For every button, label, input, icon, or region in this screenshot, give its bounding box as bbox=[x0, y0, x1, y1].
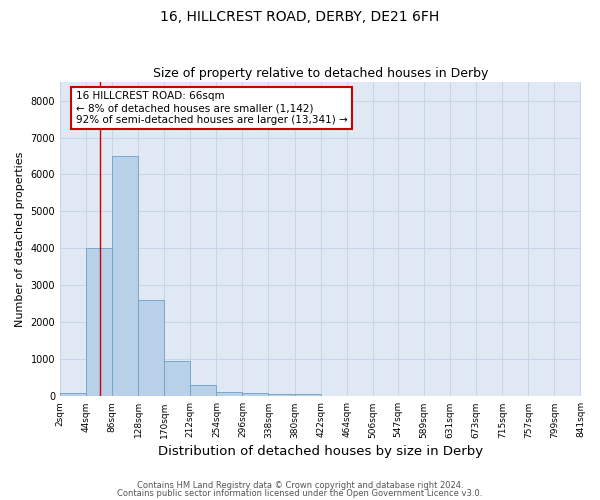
Bar bbox=[190, 385, 217, 396]
Bar bbox=[86, 248, 112, 396]
Bar bbox=[112, 156, 138, 396]
Bar bbox=[242, 394, 268, 396]
Bar bbox=[60, 392, 86, 396]
Title: Size of property relative to detached houses in Derby: Size of property relative to detached ho… bbox=[152, 66, 488, 80]
Bar bbox=[217, 392, 242, 396]
Bar bbox=[164, 361, 190, 396]
Bar bbox=[268, 394, 295, 396]
Text: Contains public sector information licensed under the Open Government Licence v3: Contains public sector information licen… bbox=[118, 488, 482, 498]
Bar bbox=[295, 394, 320, 396]
Text: 16 HILLCREST ROAD: 66sqm
← 8% of detached houses are smaller (1,142)
92% of semi: 16 HILLCREST ROAD: 66sqm ← 8% of detache… bbox=[76, 92, 347, 124]
Text: 16, HILLCREST ROAD, DERBY, DE21 6FH: 16, HILLCREST ROAD, DERBY, DE21 6FH bbox=[160, 10, 440, 24]
X-axis label: Distribution of detached houses by size in Derby: Distribution of detached houses by size … bbox=[158, 444, 483, 458]
Bar bbox=[138, 300, 164, 396]
Y-axis label: Number of detached properties: Number of detached properties bbox=[15, 152, 25, 327]
Text: Contains HM Land Registry data © Crown copyright and database right 2024.: Contains HM Land Registry data © Crown c… bbox=[137, 481, 463, 490]
